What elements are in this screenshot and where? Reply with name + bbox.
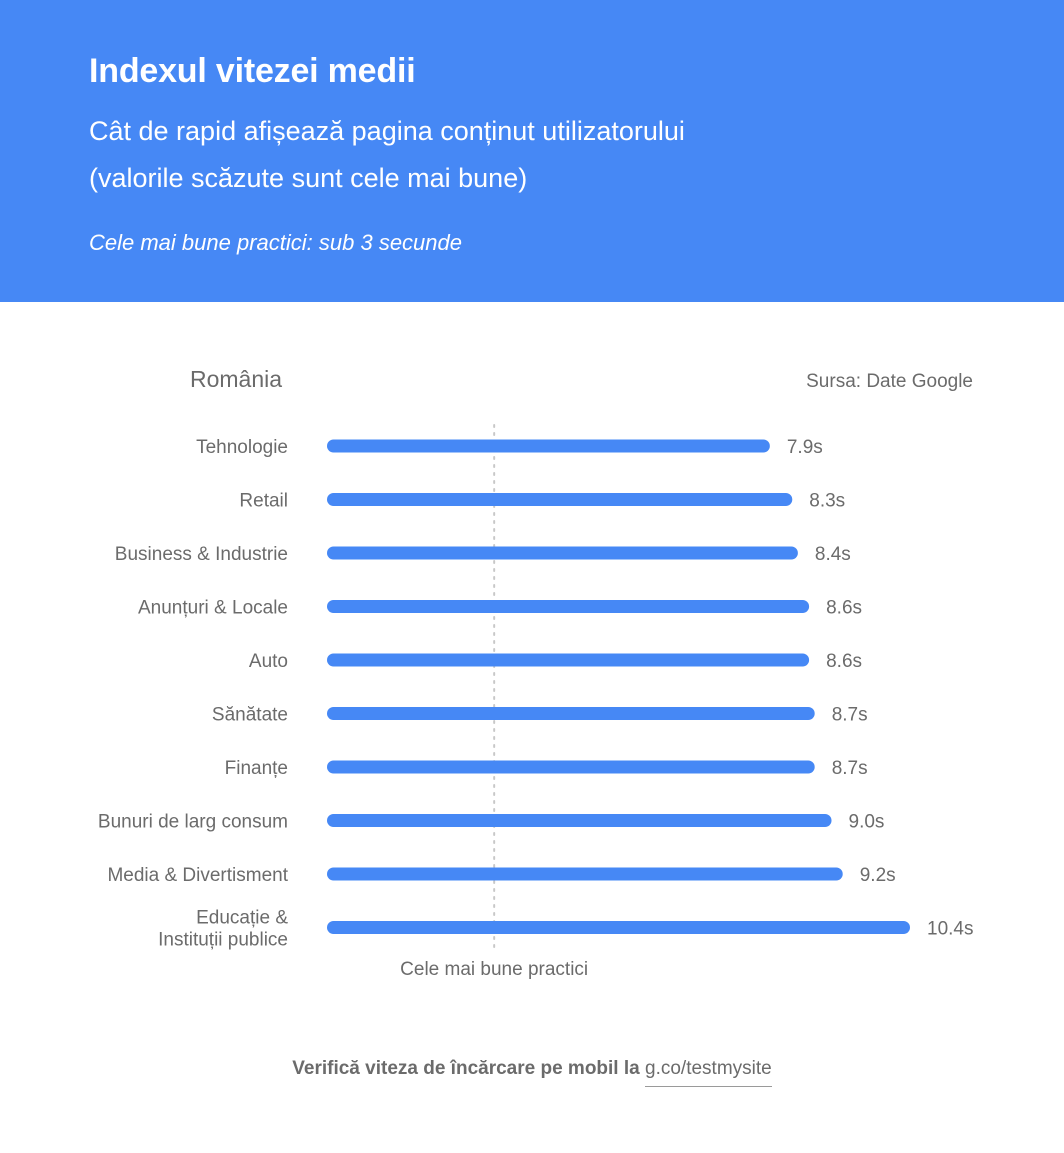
bar-5 [327, 707, 815, 720]
category-label-5: Sănătate [212, 705, 288, 726]
category-label-4: Auto [249, 651, 288, 672]
category-label-9-line-0: Educație & [196, 908, 288, 929]
bar-3 [327, 600, 810, 613]
bar-chart: 7.9s Tehnologie 8.3s Retail 8.4s Business & I… [98, 424, 973, 980]
bar-8 [327, 867, 843, 881]
subtitle-line-1: Cât de rapid afișează pagina conținut ut… [89, 116, 685, 146]
category-label-1: Retail [239, 491, 288, 512]
value-label-9: 10.4s [927, 919, 973, 940]
footer-lead: Verifică viteza de încărcare pe mobil la [292, 1058, 640, 1079]
reference-line-label: Cele mai bune practici [400, 959, 588, 980]
value-label-3: 8.6s [826, 598, 862, 619]
value-label-2: 8.4s [815, 544, 851, 565]
category-label-0: Tehnologie [196, 437, 288, 458]
value-label-6: 8.7s [832, 758, 868, 779]
value-label-8: 9.2s [860, 865, 896, 886]
value-label-1: 8.3s [809, 491, 845, 512]
bar-2 [327, 546, 798, 560]
value-label-5: 8.7s [832, 705, 868, 726]
bar-6 [327, 760, 815, 774]
chart-title: Indexul vitezei medii [89, 52, 416, 90]
chart-subtitle: Cât de rapid afișează pagina conținut ut… [89, 108, 989, 202]
footer: Verifică viteza de încărcare pe mobil la… [0, 1058, 1064, 1087]
category-label-6: Finanțe [225, 758, 288, 779]
value-label-7: 9.0s [849, 812, 885, 833]
category-label-2: Business & Industrie [115, 544, 288, 565]
source-label: Sursa: Date Google [806, 371, 973, 392]
bar-4 [327, 653, 810, 667]
subtitle-line-2: (valorile scăzute sunt cele mai bune) [89, 163, 528, 193]
bar-9 [327, 921, 910, 934]
region-label: România [190, 366, 283, 392]
value-label-4: 8.6s [826, 651, 862, 672]
category-label-3: Anunțuri & Locale [138, 598, 288, 619]
category-label-7: Bunuri de larg consum [98, 812, 288, 833]
category-label-8: Media & Divertisment [107, 865, 288, 886]
testmysite-link[interactable]: g.co/testmysite [645, 1058, 772, 1087]
bar-7 [327, 814, 832, 827]
bar-1 [327, 493, 793, 506]
bar-0 [327, 439, 770, 453]
header-banner: Indexul vitezei medii Cât de rapid afișe… [0, 0, 1064, 302]
category-label-9-line-1: Instituții publice [158, 930, 288, 951]
best-practice-note: Cele mai bune practici: sub 3 secunde [89, 230, 462, 255]
value-label-0: 7.9s [787, 437, 823, 458]
